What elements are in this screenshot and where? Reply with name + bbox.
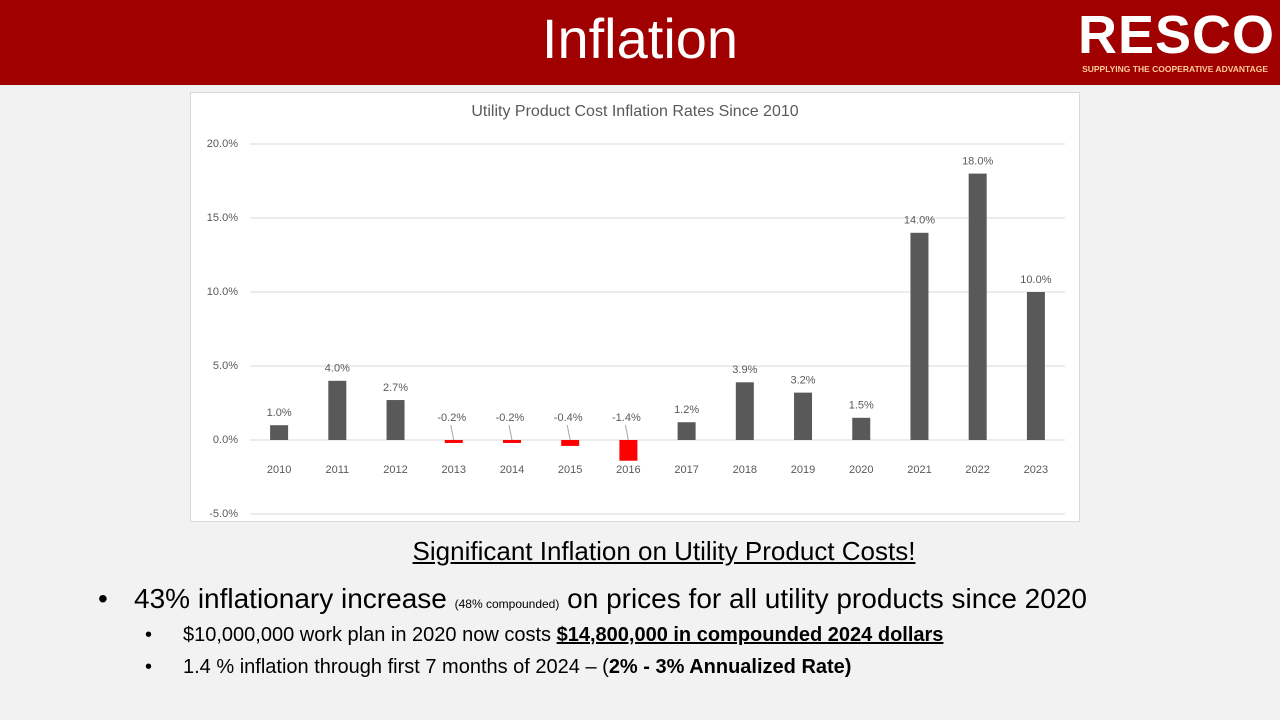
sub-bullet: • 1.4 % inflation through first 7 months …	[145, 656, 852, 678]
slide-title: Inflation	[541, 7, 739, 70]
x-tick-label: 2019	[791, 464, 815, 476]
leader-line	[566, 424, 571, 441]
logo-text: RESCO	[1078, 5, 1276, 65]
y-tick-label: 5.0%	[213, 360, 238, 372]
x-tick-label: 2014	[500, 464, 524, 476]
x-tick-label: 2022	[965, 464, 989, 476]
logo: RESCO SUPPLYING THE COOPERATIVE ADVANTAG…	[1078, 5, 1276, 74]
value-label: 2.7%	[383, 382, 408, 394]
x-tick-label: 2012	[383, 464, 407, 476]
y-tick-label: 10.0%	[207, 286, 238, 298]
value-label: 1.2%	[674, 404, 699, 416]
bar	[735, 382, 754, 440]
y-tick-label: 0.0%	[213, 434, 238, 446]
leader-line	[624, 424, 629, 441]
bullet: • 43% inflationary increase (48% compound…	[98, 583, 1087, 614]
value-label: 14.0%	[904, 215, 935, 227]
value-label: 3.9%	[732, 364, 757, 376]
bar	[968, 173, 987, 440]
bar	[852, 417, 871, 440]
x-tick-label: 2010	[267, 464, 291, 476]
x-tick-label: 2017	[674, 464, 698, 476]
bar	[794, 392, 813, 440]
value-label: 1.5%	[849, 400, 874, 412]
x-tick-label: 2013	[442, 464, 466, 476]
bar	[619, 440, 638, 461]
bar	[444, 440, 463, 443]
bar	[677, 422, 696, 440]
bar	[386, 400, 405, 440]
y-tick-label: -5.0%	[209, 508, 238, 520]
x-tick-label: 2016	[616, 464, 640, 476]
sub-bullet-end: )	[844, 656, 852, 678]
bar	[910, 232, 929, 440]
sub-bullet-text: 1.4 % inflation through first 7 months o…	[183, 656, 609, 678]
x-tick-label: 2023	[1024, 464, 1048, 476]
sub-bullet-emphasis: 2% - 3% Annualized Rate	[608, 656, 845, 678]
x-tick-label: 2011	[325, 464, 349, 476]
chart: Utility Product Cost Inflation Rates Sin…	[190, 92, 1080, 522]
x-tick-label: 2020	[849, 464, 873, 476]
x-tick-label: 2015	[558, 464, 582, 476]
x-tick-label: 2018	[733, 464, 757, 476]
value-label: -1.4%	[612, 412, 641, 424]
sub-bullet-emphasis: $14,800,000 in compounded 2024 dollars	[556, 624, 944, 646]
bar	[502, 440, 521, 443]
sub-bullet: • $10,000,000 work plan in 2020 now costs…	[145, 624, 944, 646]
value-label: -0.4%	[554, 412, 583, 424]
chart-title: Utility Product Cost Inflation Rates Sin…	[471, 103, 798, 120]
value-label: 4.0%	[325, 363, 350, 375]
sub-bullet-text: $10,000,000 work plan in 2020 now costs	[183, 624, 552, 646]
value-label: -0.2%	[437, 412, 466, 424]
bullet-text: 43% inflationary increase	[134, 583, 447, 614]
y-tick-label: 20.0%	[207, 138, 238, 150]
logo-tagline: SUPPLYING THE COOPERATIVE ADVANTAGE	[1082, 64, 1268, 74]
value-label: 3.2%	[790, 375, 815, 387]
y-tick-label: 15.0%	[207, 212, 238, 224]
value-label: -0.2%	[496, 412, 525, 424]
headline: Significant Inflation on Utility Product…	[412, 536, 916, 566]
bullet-text: on prices for all utility products since…	[567, 583, 1087, 614]
leader-line	[450, 424, 455, 441]
leader-line	[508, 424, 513, 441]
value-label: 10.0%	[1020, 274, 1051, 286]
value-label: 1.0%	[267, 407, 292, 419]
bullet-note: (48% compounded)	[454, 597, 560, 611]
header-bar: Inflation RESCO SUPPLYING THE COOPERATIV…	[0, 0, 1280, 85]
value-label: 18.0%	[962, 156, 993, 168]
bar	[270, 425, 289, 440]
bar	[328, 380, 347, 440]
bar	[561, 440, 580, 446]
x-tick-label: 2021	[907, 464, 931, 476]
bar	[1026, 292, 1045, 440]
